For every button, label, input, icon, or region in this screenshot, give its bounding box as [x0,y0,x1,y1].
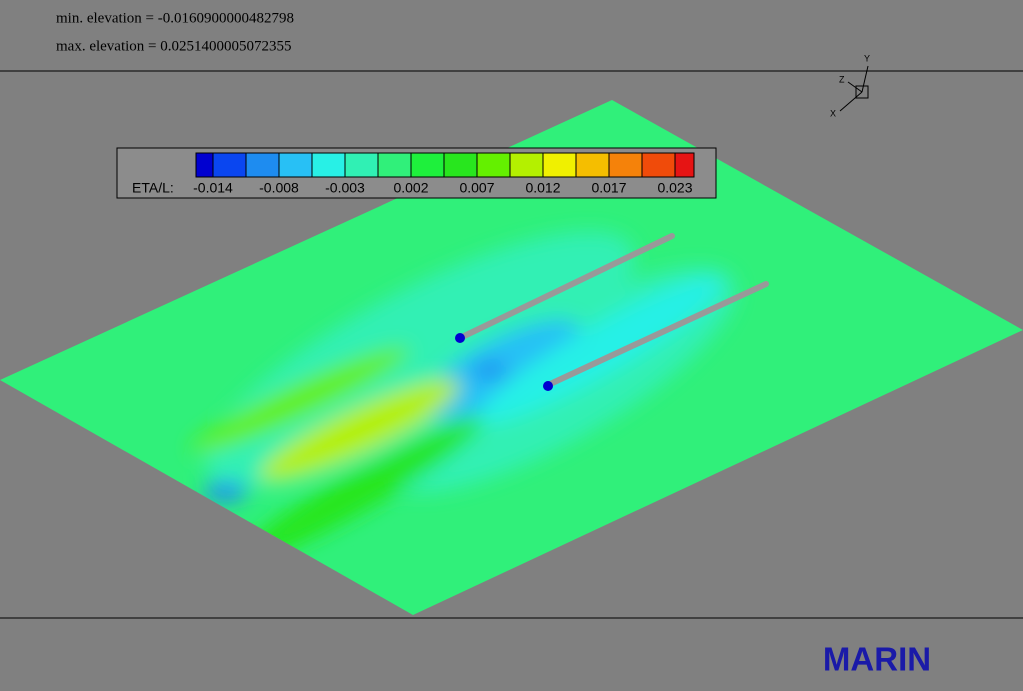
color-swatch [542,152,577,178]
color-swatch [509,152,544,178]
triad-axis [839,91,863,112]
triad-axis [861,65,869,93]
color-swatch [245,152,280,178]
axis-triad: Y X Z [830,53,870,118]
color-swatch [278,152,313,178]
color-swatch [311,152,346,178]
brand-logo: MARIN [823,641,931,678]
colorbar-label: ETA/L: [132,180,174,196]
colorbar-tick: -0.014 [193,180,233,196]
colorbar-tick: -0.008 [259,180,299,196]
triad-cube [855,85,869,99]
triad-y: Y [864,53,870,63]
color-swatch [443,152,478,178]
colorbar: ETA/L: -0.014 -0.008 -0.003 0.002 0.007 0.012… [116,147,717,199]
triad-axis [847,81,863,93]
color-swatch [344,152,379,178]
color-swatch [377,152,412,178]
bow-trough [543,381,553,391]
hull [545,281,769,388]
colorbar-tick: 0.012 [525,180,560,196]
colorbar-tick: -0.003 [325,180,365,196]
colorbar-tick: 0.007 [459,180,494,196]
color-swatch [410,152,445,178]
bow-trough [455,333,465,343]
colorbar-tick: 0.002 [393,180,428,196]
triad-z: Z [839,74,845,84]
color-swatch [195,152,214,178]
color-swatch [575,152,610,178]
min-elevation: min. elevation = -0.0160900000482798 [56,10,294,26]
color-swatch [476,152,511,178]
triad-x: X [830,108,836,118]
hull [457,233,675,341]
color-swatch [674,152,695,178]
surface [0,100,1023,615]
max-elevation: max. elevation = 0.0251400005072355 [56,38,292,54]
color-swatch [608,152,643,178]
colorbar-tick: 0.023 [657,180,692,196]
color-swatch [641,152,676,178]
colorbar-tick: 0.017 [591,180,626,196]
color-swatch [212,152,247,178]
